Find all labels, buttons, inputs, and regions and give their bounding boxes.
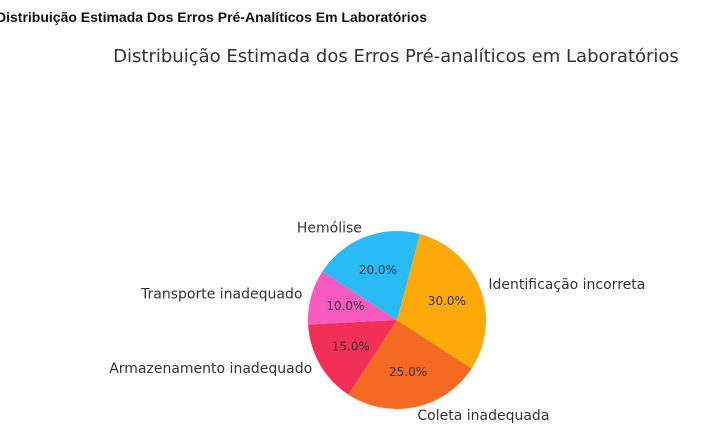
pie-category-label: Hemólise	[297, 221, 362, 237]
pie-slice-identificacao-incorreta	[397, 234, 486, 369]
pie-percent-label: 25.0%	[389, 365, 427, 379]
page-heading: Distribuição Estimada Dos Erros Pré-Anal…	[0, 9, 427, 25]
pie-category-label: Coleta inadequada	[417, 408, 549, 424]
pie-slice-armazenamento-inadequado	[308, 320, 397, 395]
pie-percent-label: 30.0%	[428, 294, 466, 308]
pie-percent-label: 15.0%	[332, 340, 370, 354]
chart-title: Distribuição Estimada dos Erros Pré-anal…	[113, 46, 679, 67]
pie-category-label: Identificação incorreta	[488, 277, 645, 293]
pie-percent-label: 20.0%	[359, 263, 397, 277]
pie-slice-hemolise	[322, 230, 421, 320]
pie-percent-label: 10.0%	[326, 299, 364, 313]
pie-category-label: Transporte inadequado	[140, 287, 302, 303]
pie-slice-transporte-inadequado	[307, 271, 397, 325]
pie-slice-coleta-inadequada	[348, 320, 472, 409]
pie-category-label: Armazenamento inadequado	[109, 361, 312, 377]
